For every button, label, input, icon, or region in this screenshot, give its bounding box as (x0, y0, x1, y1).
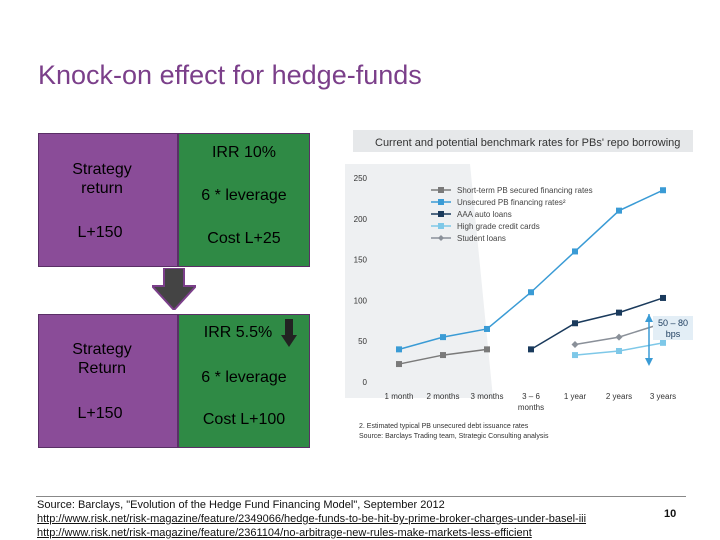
chart-bracket-down-icon (645, 358, 653, 366)
x-tick-label: 1 month (385, 392, 414, 401)
series-point (615, 333, 623, 341)
bottom-cost-label: Cost L+100 (202, 411, 286, 428)
chart-shaded-area (345, 164, 493, 398)
top-strategy-box (38, 133, 178, 267)
top-strategy-label: Strategy return (72, 161, 132, 197)
series-point (616, 207, 622, 214)
legend-marker (438, 235, 444, 241)
series-point (660, 339, 666, 346)
chart-title: Current and potential benchmark rates fo… (375, 137, 680, 149)
legend-label: Short-term PB secured financing rates (457, 186, 593, 195)
x-tick-label: 3 years (650, 392, 676, 401)
y-tick-label: 200 (354, 215, 368, 224)
bottom-strategy-box (38, 314, 178, 448)
series-point (660, 187, 666, 194)
x-tick-label: 3 – 6 (522, 392, 540, 401)
legend-label: AAA auto loans (457, 210, 512, 219)
series-point (616, 309, 622, 316)
irr-down-arrow-icon (281, 319, 297, 347)
legend-marker (438, 199, 444, 205)
benchmark-rates-chart: Current and potential benchmark rates fo… (345, 130, 693, 440)
series-point (528, 346, 534, 353)
legend-marker (438, 211, 444, 217)
chart-note: 2. Estimated typical PB unsecured debt i… (359, 423, 529, 430)
x-tick-label: 2 months (427, 392, 460, 401)
legend-label: Student loans (457, 234, 506, 243)
series-line (530, 297, 664, 351)
bottom-irr-label: IRR 5.5% (203, 324, 273, 341)
top-financing-box (178, 133, 310, 267)
legend-marker (438, 223, 444, 229)
y-tick-label: 150 (354, 256, 368, 265)
x-tick-label: 1 year (564, 392, 587, 401)
bottom-leverage-label: 6 * leverage (201, 369, 287, 386)
legend-marker (438, 187, 444, 193)
series-point (396, 361, 402, 368)
chart-bracket-box (653, 316, 693, 340)
series-point (440, 352, 446, 359)
footer-sources: Source: Barclays, "Evolution of the Hedg… (37, 498, 641, 540)
chart-title-band (353, 130, 693, 152)
y-tick-label: 100 (354, 296, 368, 305)
x-tick-label: 3 months (471, 392, 504, 401)
chart-legend: Short-term PB secured financing rates Uns… (431, 186, 593, 243)
series-point (660, 294, 666, 301)
chart-annotation-unit: bps (666, 329, 681, 339)
footer-link-1[interactable]: http://www.risk.net/risk-magazine/featur… (37, 513, 587, 525)
top-cost-label: Cost L+25 (207, 230, 281, 247)
bottom-strategy-rate: L+150 (77, 405, 123, 422)
footer-link-2[interactable]: http://www.risk.net/risk-magazine/featur… (37, 527, 532, 539)
top-leverage-label: 6 * leverage (201, 187, 287, 204)
footer-divider (36, 496, 686, 497)
series-point (571, 340, 579, 348)
chart-y-axis: 0 50 100 150 200 250 (354, 174, 368, 387)
chart-bracket-up-icon (645, 314, 653, 322)
bottom-strategy-label: Strategy Return (72, 341, 132, 377)
top-irr-label: IRR 10% (211, 144, 277, 161)
footer-source-text: Source: Barclays, "Evolution of the Hedg… (37, 499, 445, 511)
chart-annotation-range: 50 – 80 (658, 318, 688, 328)
series-point (572, 352, 578, 359)
page-number: 10 (664, 508, 677, 520)
x-tick-label: 2 years (606, 392, 632, 401)
series-point (484, 346, 490, 353)
series-point (528, 289, 534, 296)
series-point (484, 325, 490, 332)
series-point (572, 248, 578, 255)
series-point (440, 334, 446, 341)
chart-source: Source: Barclays Trading team, Strategic… (359, 433, 549, 440)
legend-label: High grade credit cards (457, 222, 540, 231)
y-tick-label: 0 (363, 378, 368, 387)
series-point (616, 347, 622, 354)
series-point (572, 320, 578, 327)
legend-label: Unsecured PB financing rates² (457, 198, 566, 207)
series-point (396, 346, 402, 353)
y-tick-label: 250 (354, 174, 368, 183)
chart-x-axis: 1 month 2 months 3 months 3 – 6 1 year 2 year… (385, 392, 677, 412)
y-tick-label: 50 (358, 337, 367, 346)
down-arrow-icon (152, 268, 196, 310)
slide-title: Knock-on effect for hedge-funds (38, 60, 422, 90)
top-strategy-rate: L+150 (77, 224, 123, 241)
x-axis-label: months (518, 403, 544, 412)
